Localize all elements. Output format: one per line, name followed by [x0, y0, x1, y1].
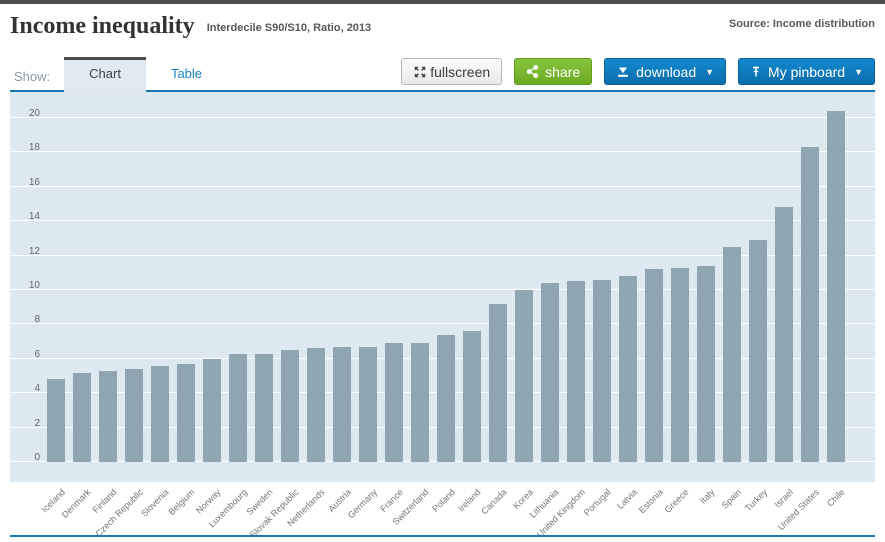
bar-spain[interactable] [723, 247, 741, 462]
my-pinboard-button-label: My pinboard [768, 63, 846, 80]
x-axis-label-israel: Israel [772, 487, 796, 510]
download-icon [616, 65, 630, 78]
source-label: Source: Income distribution [728, 18, 875, 30]
toolbar: Show: Chart Table fullscreen share downl… [10, 56, 875, 92]
y-axis-tick-label: 0 [34, 452, 40, 463]
bar-united-kingdom[interactable] [567, 281, 585, 462]
chevron-down-icon: ▼ [705, 66, 715, 77]
download-button[interactable]: download ▼ [604, 58, 727, 85]
bar-greece[interactable] [671, 267, 689, 462]
page-title: Income inequality [10, 13, 195, 39]
y-axis-tick-label: 16 [28, 176, 40, 188]
bar-belgium[interactable] [177, 363, 195, 462]
x-axis-label-slovenia: Slovenia [139, 487, 172, 519]
gridline-y18 [10, 151, 875, 153]
fullscreen-icon [413, 65, 427, 79]
bar-denmark[interactable] [73, 372, 91, 462]
bar-lithuania[interactable] [541, 283, 559, 462]
tab-table[interactable]: Table [170, 66, 203, 81]
y-axis-tick-label: 14 [28, 211, 40, 223]
x-axis-label-turkey: Turkey [742, 487, 770, 514]
bar-netherlands[interactable] [307, 348, 325, 462]
bar-canada[interactable] [489, 303, 507, 462]
toolbar-buttons: fullscreen share download ▼ My pinboard … [401, 58, 875, 85]
x-axis-label-spain: Spain [719, 487, 744, 511]
bar-sweden[interactable] [255, 353, 273, 462]
download-button-label: download [636, 63, 697, 80]
share-icon [526, 65, 539, 78]
x-axis-label-portugal: Portugal [582, 487, 614, 518]
y-axis-tick-label: 18 [28, 142, 40, 154]
x-axis-label-italy: Italy [698, 487, 718, 506]
bottom-divider [10, 535, 875, 537]
bar-slovak-republic[interactable] [281, 350, 299, 462]
bar-slovenia[interactable] [151, 365, 169, 462]
gridline-y10 [10, 289, 875, 290]
y-axis-tick-label: 6 [34, 348, 40, 360]
bar-portugal[interactable] [593, 279, 611, 462]
y-axis-tick-label: 8 [34, 314, 40, 326]
fullscreen-button-label: fullscreen [430, 63, 491, 80]
x-axis-label-belgium: Belgium [167, 487, 198, 518]
y-axis-tick-label: 10 [28, 280, 40, 291]
x-axis-label-latvia: Latvia [615, 487, 640, 512]
gridline-y16 [10, 185, 875, 187]
bar-israel[interactable] [775, 207, 793, 462]
bar-latvia[interactable] [619, 276, 637, 462]
show-label: Show: [14, 68, 51, 84]
bar-korea[interactable] [515, 290, 533, 462]
chevron-down-icon: ▼ [854, 66, 863, 77]
pin-icon [750, 65, 762, 79]
bar-poland[interactable] [437, 334, 455, 462]
bar-germany[interactable] [359, 346, 377, 462]
tab-chart[interactable]: Chart [64, 57, 146, 92]
y-axis-tick-label: 2 [34, 417, 40, 429]
y-axis-tick-label: 20 [28, 108, 40, 119]
x-axis-label-estonia: Estonia [636, 487, 666, 516]
bar-austria[interactable] [333, 346, 351, 462]
y-axis-tick-label: 12 [28, 245, 40, 257]
bar-finland[interactable] [99, 370, 117, 462]
share-button[interactable]: share [514, 58, 593, 85]
my-pinboard-button[interactable]: My pinboard ▼ [738, 58, 875, 85]
gridline-y14 [10, 220, 875, 222]
x-axis-labels: Iceland Denmark Finland Czech Republic Slove… [10, 482, 875, 535]
x-axis-label-canada: Canada [479, 487, 510, 517]
x-axis-label-poland: Poland [430, 487, 458, 514]
bar-luxembourg[interactable] [229, 353, 247, 462]
bar-switzerland[interactable] [411, 343, 429, 462]
bar-united-states[interactable] [801, 147, 819, 462]
top-accent-bar [0, 0, 885, 4]
bar-chile[interactable] [827, 111, 845, 462]
bar-turkey[interactable] [749, 240, 767, 462]
gridline-y12 [10, 254, 875, 256]
bar-chart-plot-area: 0 2 4 6 8 10 12 14 16 18 20 [10, 92, 875, 482]
fullscreen-button[interactable]: fullscreen [401, 58, 503, 85]
x-axis-label-chile: Chile [825, 487, 848, 509]
bar-czech-republic[interactable] [125, 369, 143, 462]
bar-ireland[interactable] [463, 331, 481, 462]
chart-subtitle: Interdecile S90/S10, Ratio, 2013 [206, 22, 372, 34]
gridline-y20 [10, 117, 875, 118]
gridline-y8 [10, 323, 875, 325]
bar-norway[interactable] [203, 358, 221, 462]
bar-italy[interactable] [697, 265, 715, 462]
bar-iceland[interactable] [47, 379, 65, 462]
bar-estonia[interactable] [645, 269, 663, 462]
share-button-label: share [545, 63, 581, 80]
x-axis-label-greece: Greece [663, 487, 692, 515]
y-axis-tick-label: 4 [34, 383, 40, 395]
bar-france[interactable] [385, 343, 403, 462]
header: Income inequality Interdecile S90/S10, R… [0, 4, 885, 56]
